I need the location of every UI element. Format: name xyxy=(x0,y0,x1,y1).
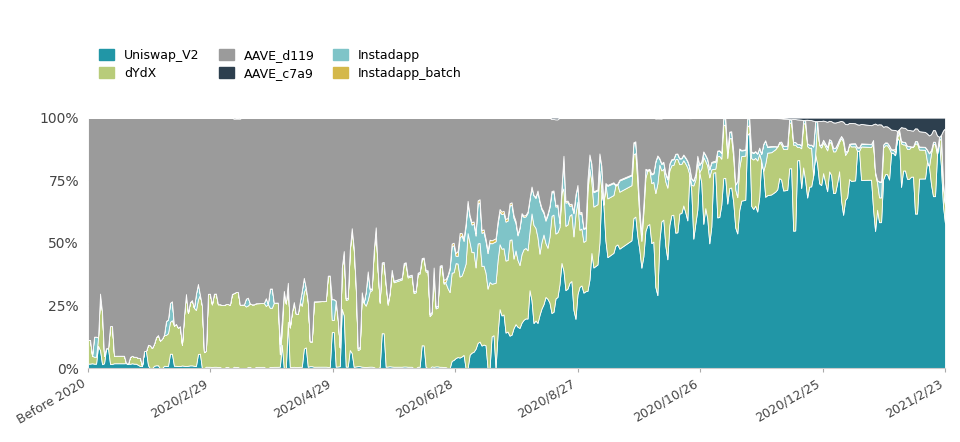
Legend: Uniswap_V2, dYdX, AAVE_d119, AAVE_c7a9, Instadapp, Instadapp_batch: Uniswap_V2, dYdX, AAVE_d119, AAVE_c7a9, … xyxy=(94,44,467,85)
